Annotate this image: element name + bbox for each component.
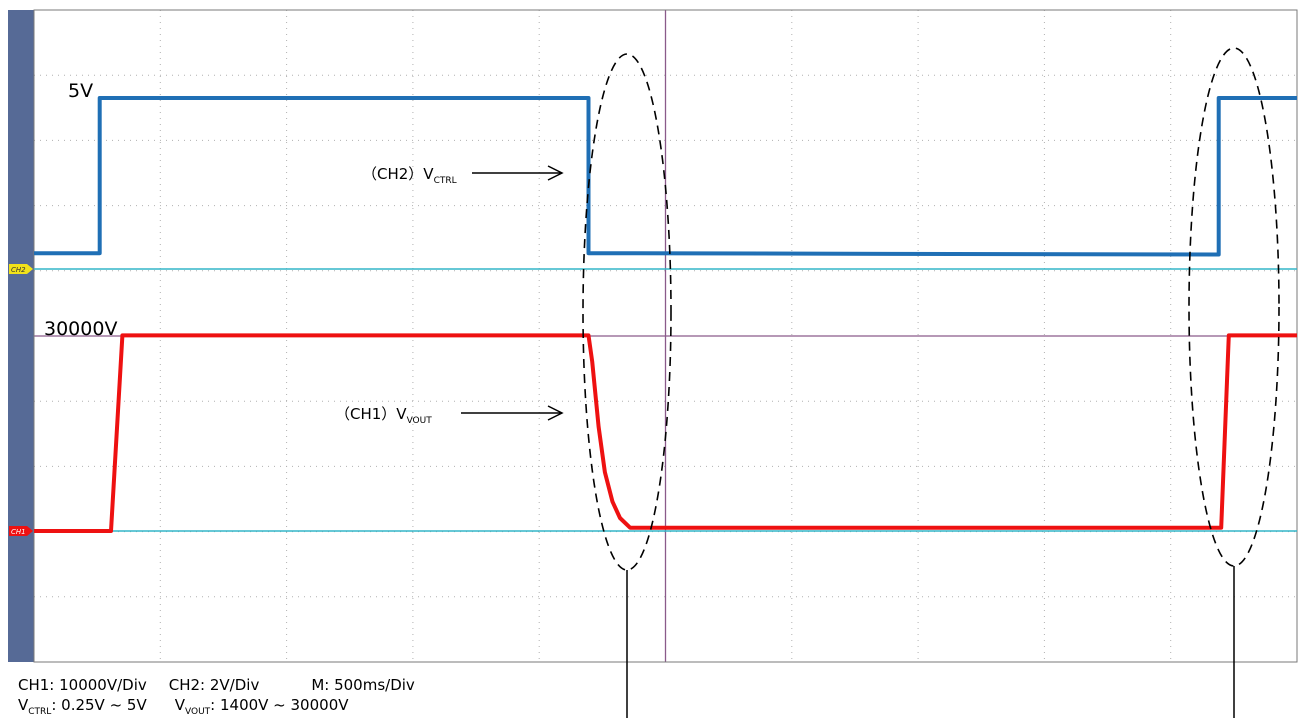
vvout-range: : 1400V ~ 30000V [210,696,349,714]
ch2-label-arrow-head [547,165,564,181]
range-info-line: VCTRL: 0.25V ~ 5V VVOUT: 1400V ~ 30000V [18,696,349,717]
channel-reference-lines [34,268,1297,532]
ch1-scale: CH1: 10000V/Div [18,676,147,694]
waveform-traces [34,96,1297,533]
scale-info-line: CH1: 10000V/Div CH2: 2V/Div M: 500ms/Div [18,676,415,694]
ch2-marker-icon [9,264,33,274]
ch2-marker-label: CH2 [11,266,26,274]
vctrl-range: : 0.25V ~ 5V [51,696,147,714]
timebase: M: 500ms/Div [311,676,415,694]
trace-labels: 5V 30000V （CH2）VCTRL （CH1）VVOUT [44,80,457,426]
ch1-trace [34,333,1297,533]
vctrl-symbol: VCTRL [18,696,52,717]
left-bezel [8,10,34,662]
rising-edge-ellipse [1188,47,1280,567]
ch2-trace [34,96,1297,257]
vvout-symbol: VVOUT [174,696,211,717]
ch1-marker-icon [9,526,33,536]
ch2-trace-label: （CH2）VCTRL [362,165,457,186]
ch1-label-arrow-head [547,405,564,421]
ch1-level-label: 30000V [44,318,117,340]
channel-markers: CH2 CH1 [9,264,33,536]
ch1-marker-label: CH1 [11,528,26,536]
ch2-level-label: 5V [68,80,93,102]
ch2-scale: CH2: 2V/Div [168,676,260,694]
annotations [461,47,1280,718]
falling-edge-ellipse [582,53,672,571]
ch1-trace-label: （CH1）VVOUT [335,405,432,426]
